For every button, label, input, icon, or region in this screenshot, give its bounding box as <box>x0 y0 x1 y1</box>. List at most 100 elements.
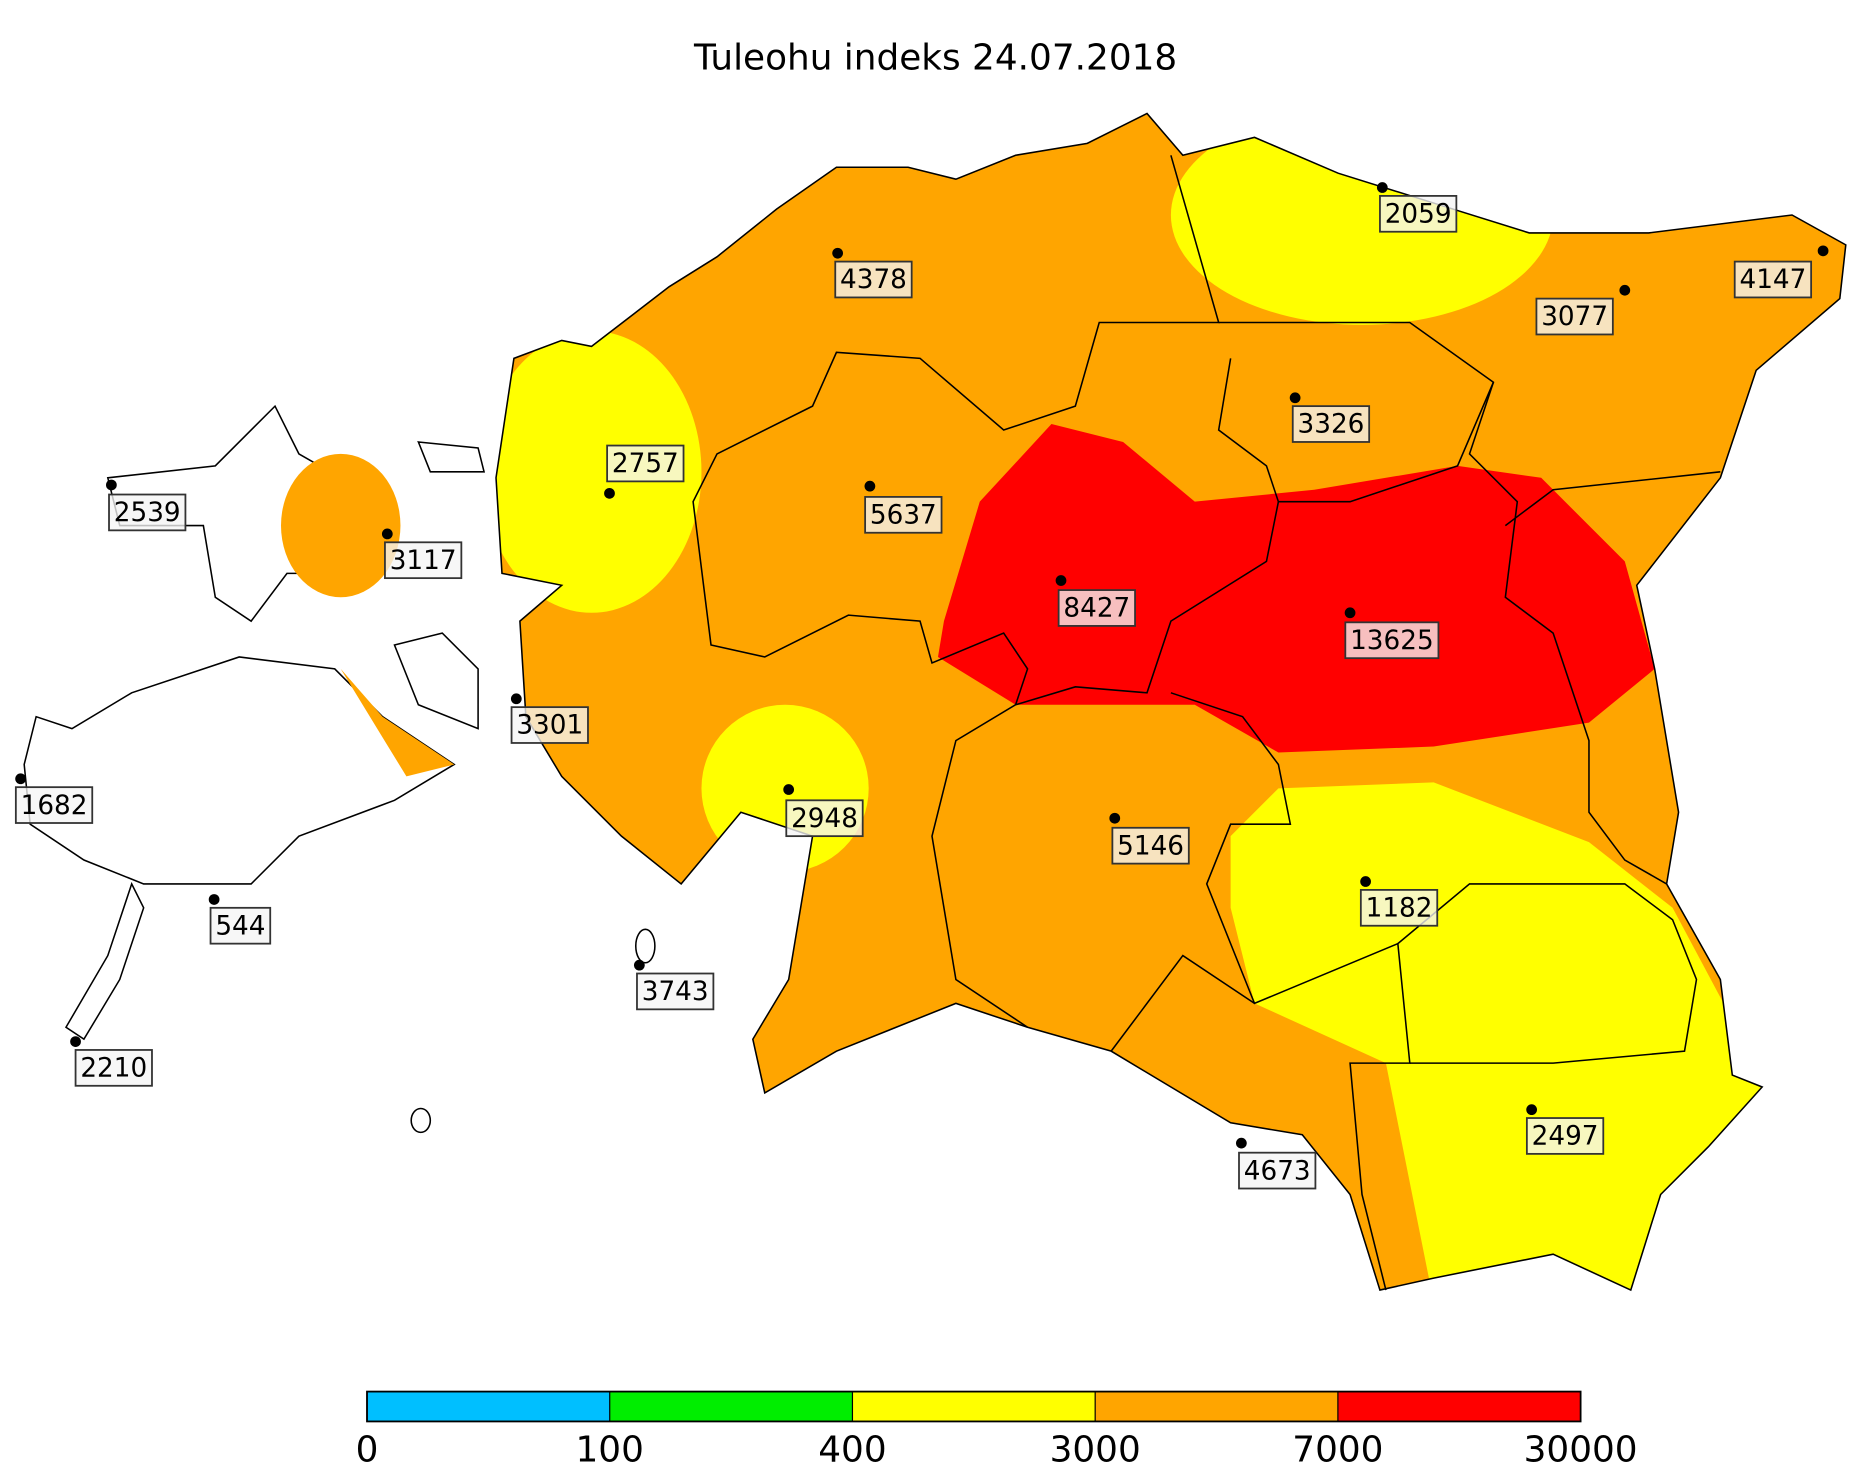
colorbar-tick-label: 400 <box>818 1429 886 1470</box>
colorbar-tick-label: 30000 <box>1524 1429 1638 1470</box>
station-label: 3301 <box>516 711 583 741</box>
station: 5637 <box>864 480 943 534</box>
station: 1182 <box>1359 876 1439 927</box>
station-dot <box>604 487 615 499</box>
station-label: 544 <box>215 911 265 941</box>
station-label: 1182 <box>1366 894 1433 924</box>
station-label-box <box>1359 888 1439 927</box>
colorbar-segment <box>367 1391 610 1422</box>
station-label-box <box>209 906 272 945</box>
station: 3326 <box>1289 392 1371 443</box>
station: 3743 <box>633 959 715 1011</box>
colorbar-segment <box>1095 1391 1338 1422</box>
map-title: Tuleohu indeks 24.07.2018 <box>693 38 1177 79</box>
station: 3077 <box>1535 284 1631 336</box>
station-dot <box>1376 182 1388 193</box>
station-label: 4378 <box>840 265 907 295</box>
station-label-box <box>785 799 864 838</box>
station: 4378 <box>832 247 913 299</box>
station-dot <box>1619 284 1631 296</box>
station-dot <box>106 479 117 491</box>
station-label-box <box>1291 405 1371 443</box>
station-label-box <box>510 706 589 744</box>
station-dot <box>1526 1104 1538 1116</box>
station-label: 2497 <box>1532 1122 1599 1152</box>
station: 544 <box>208 894 272 945</box>
station-label-box <box>606 444 685 483</box>
station-dot <box>1235 1137 1247 1149</box>
station: 2757 <box>604 444 685 499</box>
county-border <box>692 155 1220 705</box>
station-dot <box>783 784 795 795</box>
station: 8427 <box>1055 575 1136 627</box>
colorbar-tick-label: 7000 <box>1292 1429 1383 1470</box>
county-border <box>1110 954 1255 1052</box>
station-label: 5146 <box>1117 831 1184 861</box>
station-label: 13625 <box>1350 626 1434 656</box>
station-label-box <box>74 1049 153 1087</box>
station: 2539 <box>106 479 187 532</box>
station-dot <box>864 480 876 492</box>
station-label: 2059 <box>1385 200 1452 230</box>
station-dot <box>633 959 645 971</box>
county-border <box>1217 321 1495 503</box>
station-dot <box>1344 607 1356 619</box>
station: 2948 <box>783 784 864 838</box>
kihnu <box>634 928 656 964</box>
station: 5146 <box>1109 812 1190 865</box>
county-border <box>1504 471 1721 527</box>
colorbar-segment <box>1337 1391 1581 1422</box>
station-label-box <box>1525 1117 1605 1155</box>
station-label-box <box>1111 826 1190 865</box>
colorbar-segment <box>852 1391 1096 1422</box>
station-label: 2948 <box>791 804 858 834</box>
county-border <box>931 501 1280 1028</box>
station-label-box <box>636 972 715 1011</box>
county-border <box>1170 692 1411 1291</box>
station-label-box <box>1379 195 1458 233</box>
station-label: 8427 <box>1063 594 1130 624</box>
station: 1682 <box>14 773 94 824</box>
colorbar-segment <box>609 1391 853 1422</box>
station-dot <box>15 773 26 785</box>
station: 2059 <box>1376 182 1458 233</box>
stations: 2059 4378 3077 4147 3326 2757 2539 5637 3117 8427… <box>14 182 1829 1190</box>
station-label-box <box>384 541 463 580</box>
station: 4673 <box>1235 1137 1317 1190</box>
zone-yellow <box>1170 113 1554 325</box>
station-label: 5637 <box>870 501 937 531</box>
colorbar-tick-label: 0 <box>356 1429 379 1470</box>
station-dot <box>1109 812 1121 824</box>
zone-orange <box>281 453 401 598</box>
station-label: 3117 <box>390 546 457 576</box>
station-label-box <box>1238 1151 1317 1190</box>
colorbar: 0 100 400 3000 7000 30000 <box>356 1390 1638 1470</box>
coastline <box>495 112 1847 1292</box>
sorve <box>64 881 145 1041</box>
station-label-box <box>1344 621 1440 660</box>
county-border <box>1468 381 1667 885</box>
station-label: 2210 <box>80 1054 147 1084</box>
station-label: 3743 <box>642 977 709 1007</box>
station-label: 1682 <box>21 791 88 821</box>
muhu <box>393 632 479 730</box>
station-label: 4147 <box>1739 265 1806 295</box>
station-dot <box>1360 876 1371 887</box>
station-label-box <box>108 493 187 532</box>
station: 3117 <box>381 528 463 580</box>
station-label: 2539 <box>114 498 181 528</box>
station: 2210 <box>70 1036 153 1087</box>
station-dot <box>208 894 220 905</box>
station: 3301 <box>510 693 589 744</box>
station-label-box <box>1733 260 1813 299</box>
station-dot <box>381 528 393 540</box>
zone-yellow <box>496 330 702 613</box>
station-label: 2757 <box>612 449 679 479</box>
ruhnu <box>410 1107 432 1134</box>
station-label-box <box>864 496 943 534</box>
station-label: 4673 <box>1244 1156 1311 1186</box>
station-label: 3077 <box>1541 302 1608 332</box>
vormsi <box>417 441 486 473</box>
station-dot <box>70 1036 81 1047</box>
